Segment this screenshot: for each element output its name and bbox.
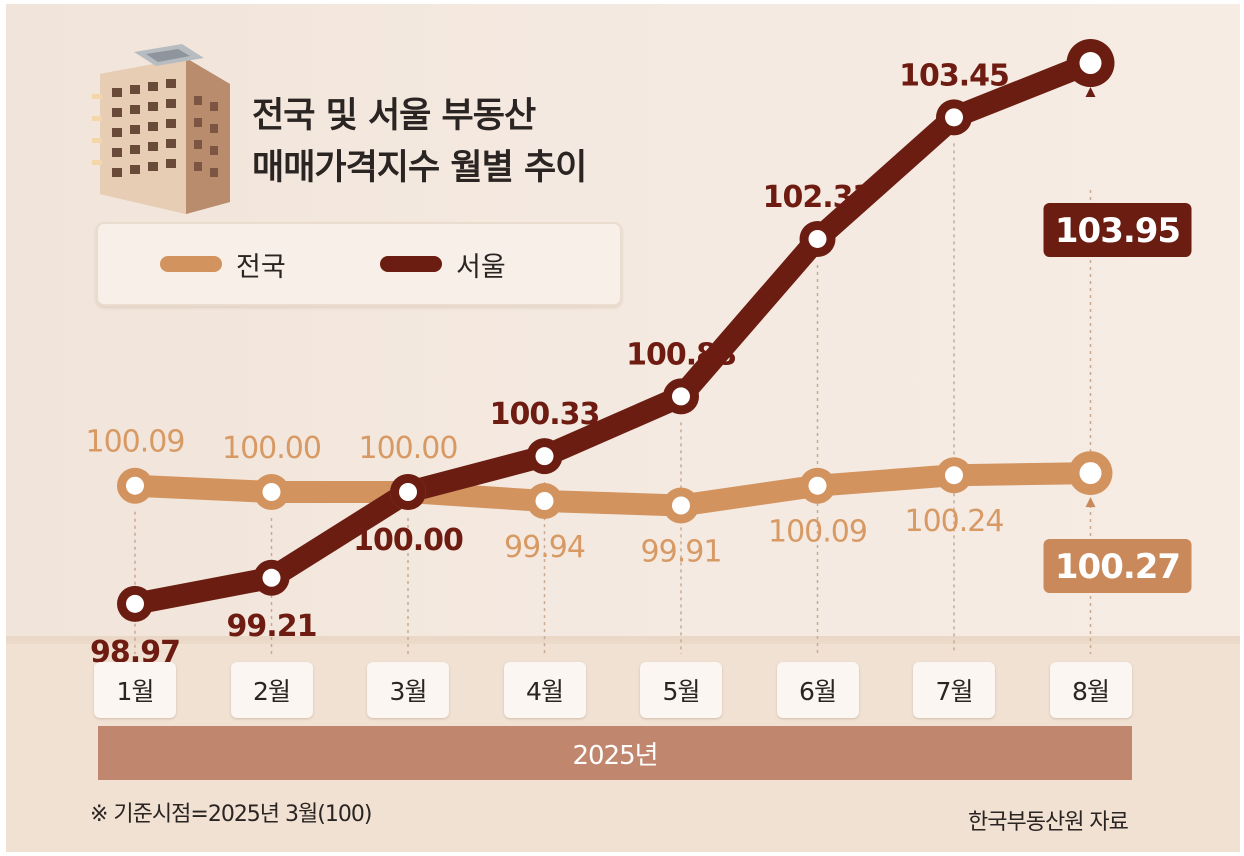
seoul-value-label: 103.45 bbox=[899, 58, 1009, 93]
legend: 전국 서울 bbox=[96, 222, 622, 306]
nat-point-center bbox=[262, 483, 281, 501]
year-label: 2025년 bbox=[572, 740, 658, 771]
legend-label-nat: 전국 bbox=[236, 251, 286, 283]
series-line-seoul bbox=[124, 52, 1102, 615]
legend-item-seoul: 서울 bbox=[380, 224, 506, 304]
seoul-point-center bbox=[262, 568, 281, 587]
seoul-point-center bbox=[945, 108, 963, 127]
seoul-latest-badge-value: 103.95 bbox=[1055, 211, 1180, 251]
seoul-point-center bbox=[672, 387, 690, 406]
seoul-point-center bbox=[1079, 52, 1102, 75]
month-label: 8월 bbox=[1049, 662, 1132, 718]
legend-label-seoul: 서울 bbox=[456, 251, 506, 283]
series-line-nat bbox=[124, 462, 1102, 517]
month-label: 5월 bbox=[640, 662, 722, 718]
building-icon bbox=[92, 44, 230, 214]
source-note: 한국부동산원 자료 bbox=[968, 810, 1129, 835]
nat-point-center bbox=[808, 476, 827, 495]
seoul-value-label: 100.33 bbox=[490, 397, 600, 432]
chart-title: 전국 및 서울 부동산 매매가격지수 월별 추이 bbox=[252, 90, 587, 194]
legend-swatch-nat bbox=[160, 256, 222, 272]
nat-latest-badge: 100.27 bbox=[1043, 539, 1192, 593]
nat-point-center bbox=[535, 492, 554, 510]
seoul-point-center bbox=[535, 447, 554, 466]
title-line-2: 매매가격지수 월별 추이 bbox=[252, 148, 587, 188]
seoul-latest-badge: 103.95 bbox=[1043, 203, 1192, 257]
year-bar: 2025년 bbox=[98, 726, 1132, 780]
seoul-point-center bbox=[808, 229, 827, 248]
month-label: 3월 bbox=[367, 662, 449, 718]
nat-latest-badge-box bbox=[1043, 539, 1192, 593]
nat-point-center bbox=[1079, 462, 1102, 485]
legend-item-nat: 전국 bbox=[160, 224, 286, 304]
nat-point-center bbox=[672, 496, 690, 515]
nat-value-label: 100.24 bbox=[905, 504, 1004, 539]
month-label: 6월 bbox=[776, 662, 859, 718]
nat-badge-pointer bbox=[1085, 497, 1096, 508]
chart-canvas: 전국 및 서울 부동산 매매가격지수 월별 추이 전국 서울 100.09 100… bbox=[6, 4, 1240, 852]
month-label: 7월 bbox=[913, 662, 995, 718]
month-label: 1월 bbox=[94, 662, 176, 718]
title-line-1: 전국 및 서울 부동산 bbox=[252, 96, 536, 136]
nat-value-label: 99.94 bbox=[504, 530, 585, 565]
seoul-value-label: 100.00 bbox=[353, 523, 463, 558]
seoul-latest-badge-box bbox=[1043, 203, 1192, 257]
nat-value-label: 100.00 bbox=[359, 431, 458, 466]
footnote: ※ 기준시점=2025년 3월(100) bbox=[90, 802, 372, 827]
plot-area: 100.09 100.00 100.00 99.94 99.91 100.09 100.24… bbox=[86, 39, 1192, 670]
seoul-point-center bbox=[126, 594, 144, 613]
nat-value-label: 100.09 bbox=[86, 425, 185, 460]
seoul-value-label: 102.33 bbox=[763, 180, 873, 215]
seoul-badge-pointer bbox=[1085, 87, 1096, 98]
nat-value-label: 100.09 bbox=[768, 515, 867, 550]
seoul-point-center bbox=[399, 483, 417, 501]
month-label: 2월 bbox=[230, 662, 313, 718]
seoul-value-label: 100.88 bbox=[626, 337, 736, 372]
nat-point-center bbox=[945, 466, 963, 485]
nat-latest-badge-value: 100.27 bbox=[1055, 547, 1180, 587]
nat-value-label: 99.91 bbox=[641, 535, 722, 570]
seoul-value-label: 99.21 bbox=[227, 609, 317, 644]
legend-swatch-seoul bbox=[380, 256, 442, 272]
month-label: 4월 bbox=[503, 662, 586, 718]
nat-value-label: 100.00 bbox=[222, 431, 321, 466]
nat-point-center bbox=[126, 476, 144, 495]
